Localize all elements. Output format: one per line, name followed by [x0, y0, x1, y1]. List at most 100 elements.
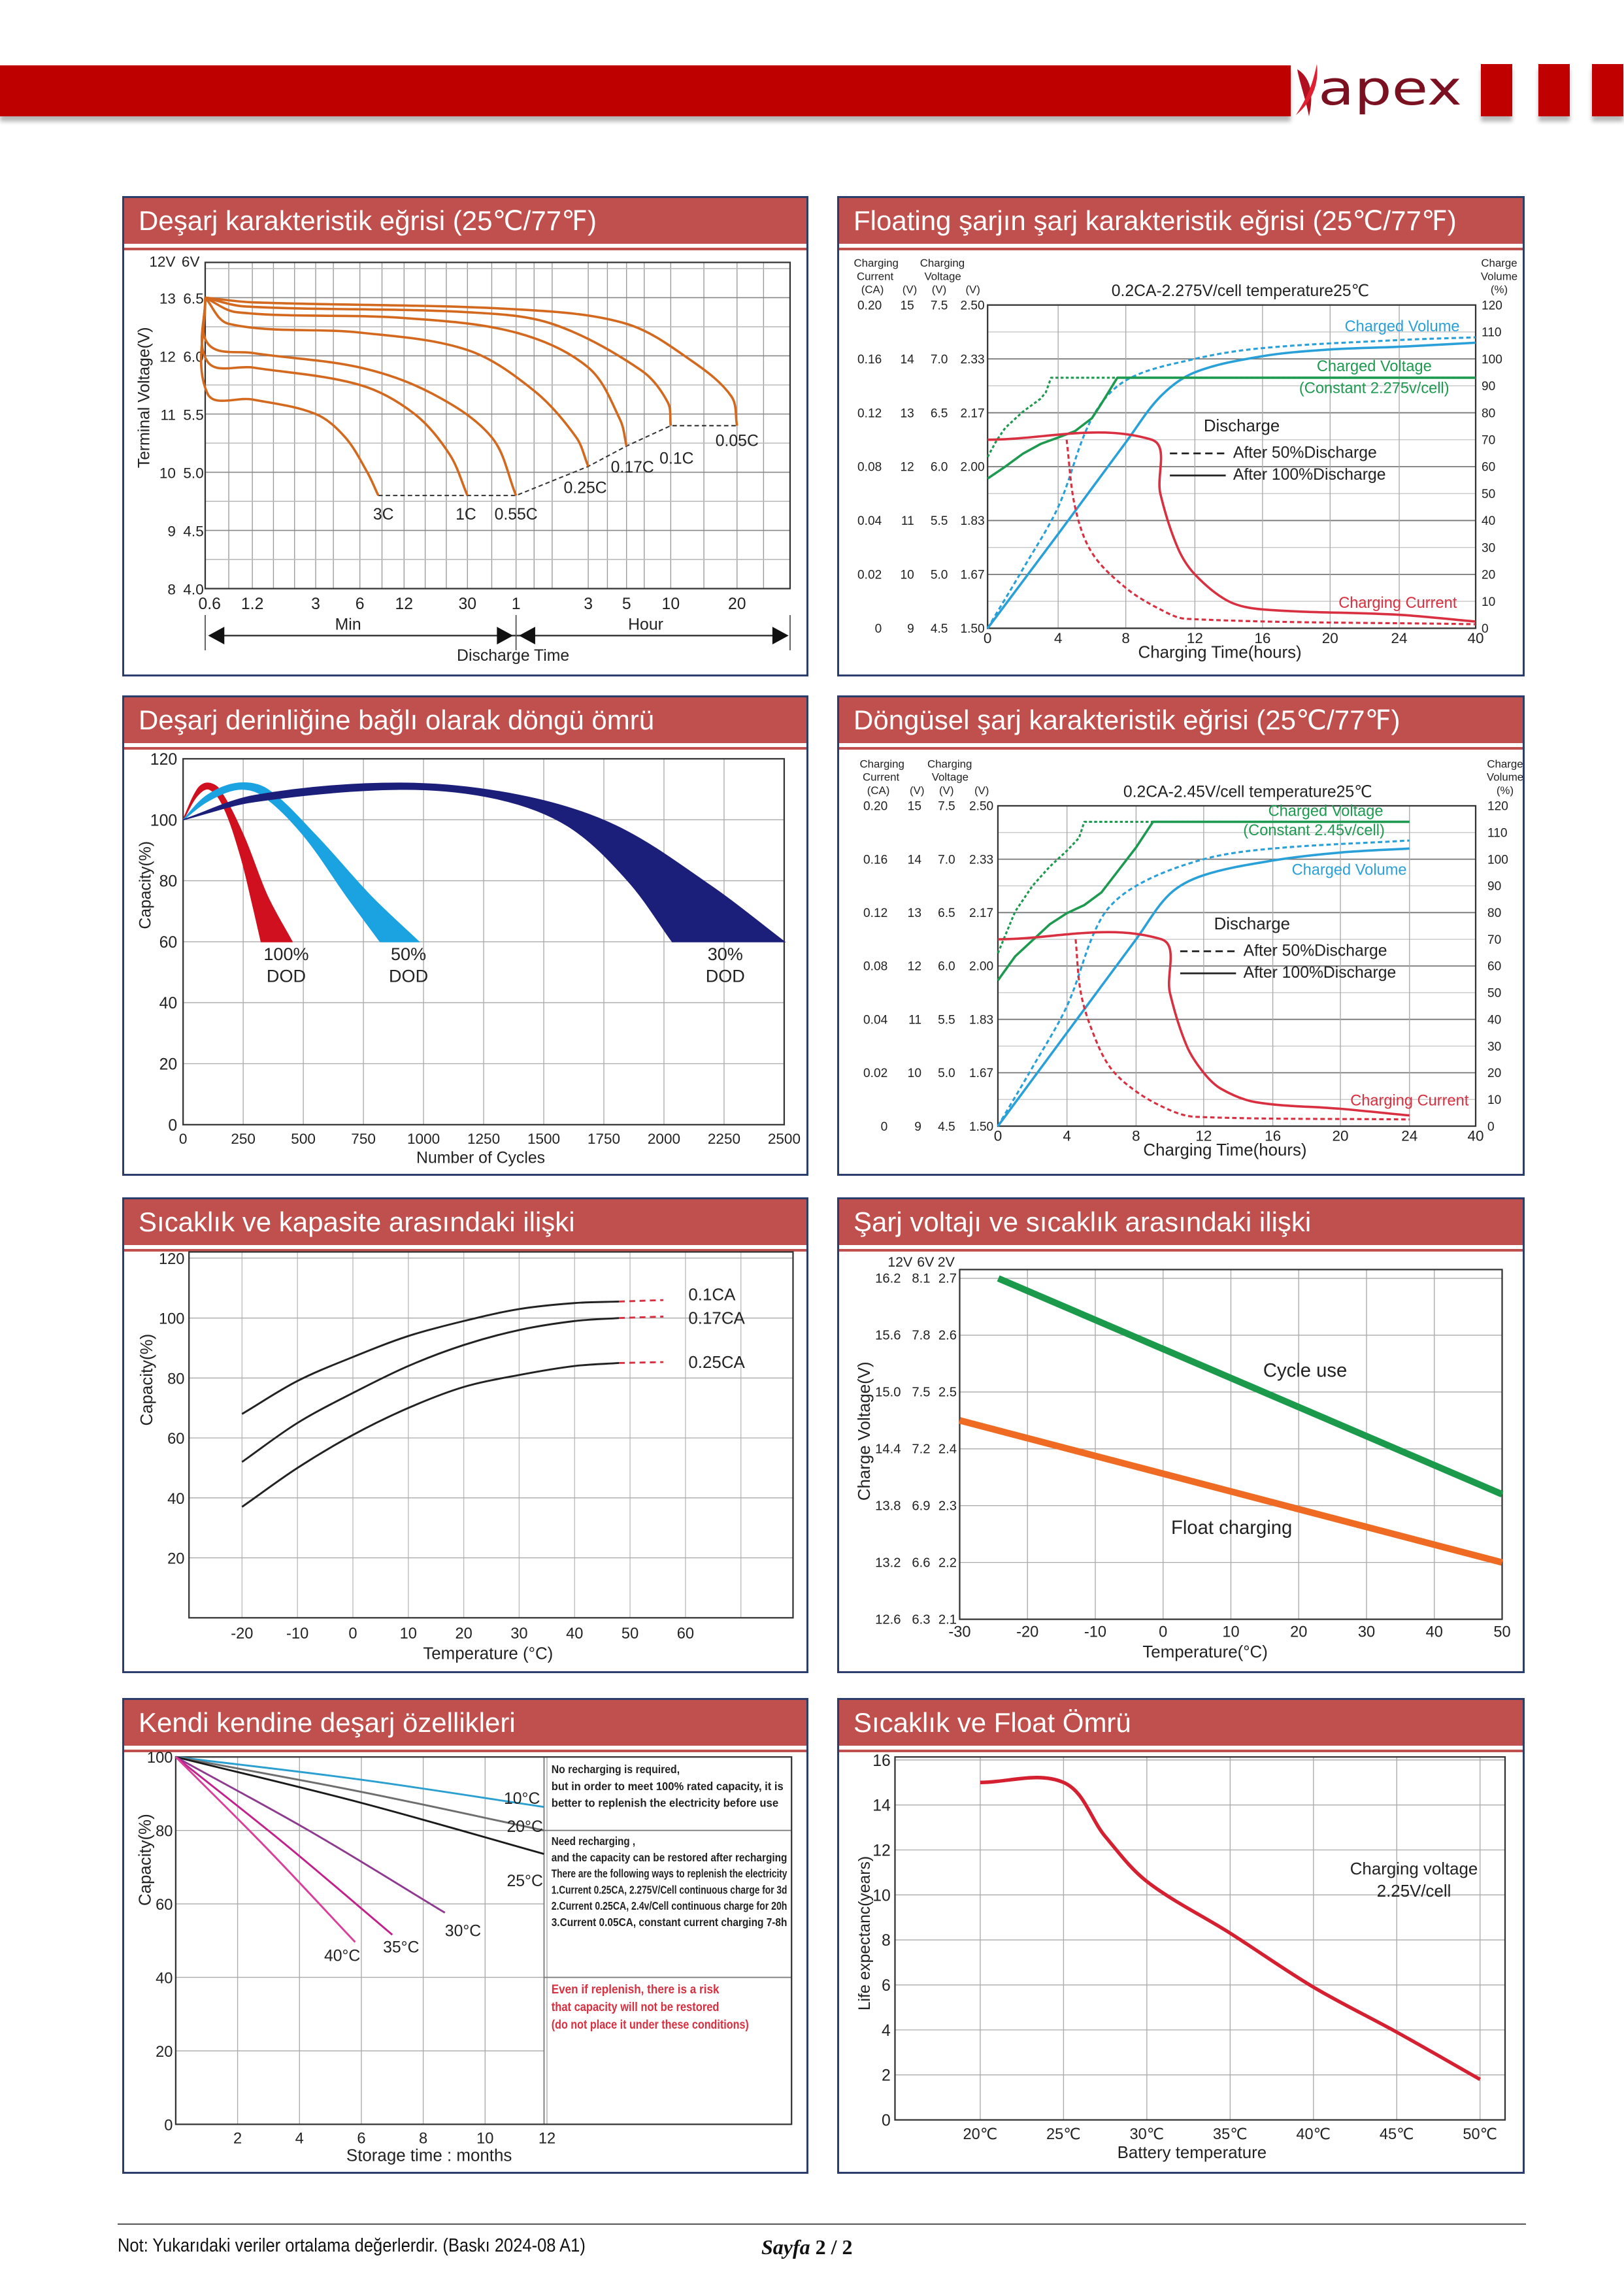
x-tick-label: 0 — [1159, 1624, 1167, 1641]
y-tick-label-right: 50 — [1482, 488, 1495, 501]
chart-subtitle: 0.2CA-2.275V/cell temperature25℃ — [1112, 282, 1370, 300]
x-tick-label: 20 — [1290, 1624, 1307, 1641]
axis-header: (%) — [1491, 284, 1508, 296]
axis-header: Charging — [927, 757, 972, 770]
y-tick-label: 13 — [159, 290, 176, 307]
charged-voltage-50-curve — [997, 820, 1410, 954]
axis-header: (V) — [939, 784, 953, 797]
self-discharge-curve — [175, 1755, 544, 1808]
x-tick-label: 12 — [539, 2131, 555, 2148]
y-tick-label: 2.1 — [938, 1612, 957, 1627]
y-tick-label: 10 — [159, 465, 176, 482]
x-tick-label: 0.6 — [199, 595, 221, 613]
page-label: Sayfa — [761, 2235, 810, 2259]
charged-voltage-100-curve — [997, 820, 1410, 982]
series-label: 0.55C — [495, 506, 538, 524]
note-text: (do not place it under these conditions) — [552, 2018, 749, 2032]
self-discharge-curve — [174, 1756, 393, 1936]
y-tick-label: 20 — [156, 2044, 173, 2061]
y-tick-label: 80 — [159, 873, 178, 891]
capacity-extension — [619, 1315, 664, 1320]
series-label: 0.25CA — [688, 1354, 745, 1372]
plot-frame — [174, 1756, 793, 2125]
y-tick-label: 20 — [159, 1056, 178, 1074]
x-tick-label: 8 — [1121, 630, 1130, 646]
series-label: 0.17CA — [688, 1310, 745, 1328]
x-tick-label: 16 — [1254, 630, 1270, 646]
legend-item: After 50%Discharge — [1233, 444, 1377, 462]
y-axis-title: Charge Voltage(V) — [855, 1361, 874, 1501]
y-tick-label: 0.04 — [857, 514, 882, 528]
panel-float-life: Sıcaklık ve Float Ömrü 20℃ 25℃ 30℃ 35℃ 40℃ 45… — [837, 1698, 1525, 2174]
x-tick-label: 20 — [455, 1625, 472, 1642]
y-tick-label-right: 110 — [1482, 326, 1501, 340]
capacity-curve — [241, 1362, 620, 1508]
y-tick-label: 5.5 — [183, 407, 203, 424]
y-tick-label: 0 — [168, 1117, 177, 1135]
y-tick-label: 8.1 — [912, 1272, 930, 1286]
arrow-head-icon — [519, 627, 535, 645]
x-tick-label: 25℃ — [1046, 2126, 1081, 2143]
x-tick-label: 1750 — [588, 1131, 620, 1147]
x-tick-label: 50 — [621, 1625, 638, 1642]
discharge-curve — [205, 296, 738, 426]
y-tick-label-right: 30 — [1487, 1040, 1501, 1054]
arrow-head-icon — [772, 627, 789, 645]
x-tick-label: 0 — [994, 1128, 1003, 1144]
arrow-head-icon — [208, 627, 225, 645]
dod-label: DOD — [706, 967, 745, 986]
y-tick-label: 2.00 — [960, 461, 984, 474]
y-tick-label: 6.5 — [938, 907, 955, 920]
axis-header: (V) — [932, 284, 946, 296]
series-label: 0.25C — [564, 479, 607, 497]
y-tick-label: 40 — [167, 1491, 184, 1508]
x-tick-label: 10 — [662, 595, 680, 613]
x-tick-label: 4 — [295, 2131, 304, 2148]
charged-volume-label: Charged Volume — [1292, 862, 1407, 879]
plot-frame — [894, 1756, 1506, 2121]
apex-logo: apex — [1291, 58, 1480, 123]
y-tick-label-right: 50 — [1487, 987, 1501, 1001]
panel-title: Sıcaklık ve Float Ömrü — [839, 1700, 1523, 1750]
y-tick-label: 6.6 — [912, 1556, 930, 1570]
note-text: Even if replenish, there is a risk — [552, 1982, 720, 1997]
x-tick-label: 20 — [1322, 630, 1338, 646]
logo-leaf-icon — [1296, 64, 1317, 115]
y-tick-label-right: 20 — [1482, 569, 1495, 582]
y-tick-label-right: 60 — [1487, 960, 1501, 974]
y-tick-label: 12.6 — [875, 1612, 901, 1627]
y-tick-label: 14 — [908, 853, 922, 867]
charged-volume-label: Charged Volume — [1345, 318, 1460, 335]
y-tick-label: 7.8 — [912, 1329, 930, 1343]
x-tick-label: 1250 — [467, 1131, 500, 1147]
dod-label: DOD — [389, 967, 428, 986]
legend-item: After 50%Discharge — [1244, 942, 1387, 959]
annotation-text: 2.25V/cell — [1377, 1882, 1451, 1901]
y-tick-label-right: 60 — [1482, 461, 1495, 474]
y-tick-label: 60 — [159, 934, 178, 952]
x-tick-label: 35℃ — [1213, 2126, 1248, 2143]
y-tick-label: 0.12 — [863, 907, 887, 920]
plot-frame — [959, 1269, 1503, 1620]
y-tick-label: 0.08 — [857, 461, 882, 474]
x-tick-label: 40 — [1426, 1624, 1443, 1641]
charged-voltage-label: Charged Voltage — [1268, 803, 1384, 820]
y-tick-label: 12 — [159, 348, 176, 365]
header-block — [1538, 64, 1570, 116]
panel-discharge-characteristics: Deşarj karakteristik eğrisi (25℃/77℉) 12… — [122, 196, 808, 676]
panel-temp-capacity: Sıcaklık ve kapasite arasındaki ilişki -… — [122, 1197, 808, 1673]
y-tick-label: 4.5 — [938, 1120, 955, 1134]
panel-self-discharge: Kendi kendine deşarj özellikleri 2 4 6 8 10 1… — [122, 1698, 808, 2174]
x-axis-title: Temperature (°C) — [423, 1644, 553, 1663]
plot-frame — [987, 304, 1477, 629]
x-tick-label: 50 — [1493, 1624, 1510, 1641]
x-tick-label: 6 — [357, 2131, 365, 2148]
series-label: 40°C — [324, 1948, 360, 1965]
logo-leaf-icon — [1297, 69, 1312, 116]
capacity-curve — [241, 1300, 620, 1415]
charge-voltage-temp-chart: 12V 6V 2V 16.2 8.1 2.7 15.6 7.8 2.6 15.0 7.5 2.5 14.… — [855, 1254, 1510, 1661]
charging-current-50-curve — [1074, 939, 1410, 1121]
x-tick-label: 5 — [622, 595, 631, 613]
y-tick-label: 2.00 — [969, 960, 993, 974]
x-tick-label: 12 — [395, 595, 414, 613]
